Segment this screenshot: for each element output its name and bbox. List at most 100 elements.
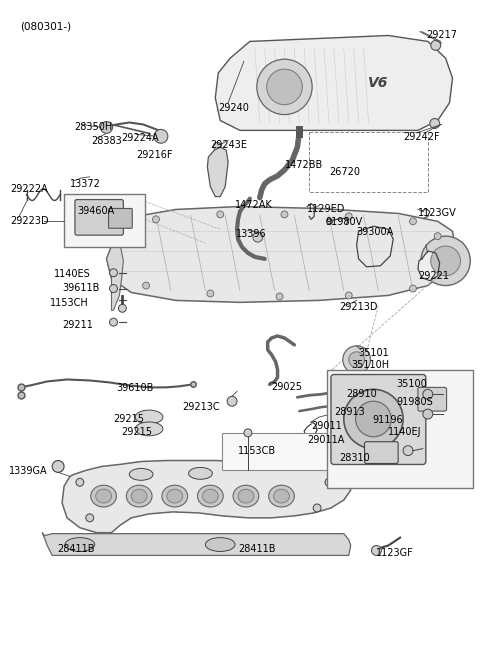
Ellipse shape — [96, 489, 111, 503]
Polygon shape — [107, 206, 456, 303]
Text: 1472BB: 1472BB — [285, 160, 323, 170]
Ellipse shape — [274, 489, 289, 503]
FancyBboxPatch shape — [327, 369, 473, 488]
Text: 29216F: 29216F — [136, 150, 173, 160]
Ellipse shape — [91, 485, 117, 507]
Text: 28411B: 28411B — [238, 544, 276, 554]
Circle shape — [76, 478, 84, 486]
Polygon shape — [107, 241, 123, 310]
Text: 29215: 29215 — [113, 414, 144, 424]
FancyBboxPatch shape — [64, 194, 145, 247]
Circle shape — [344, 389, 403, 449]
Text: 29240: 29240 — [218, 103, 249, 113]
Polygon shape — [216, 35, 453, 130]
Circle shape — [372, 546, 381, 555]
Circle shape — [119, 305, 126, 312]
Ellipse shape — [135, 422, 163, 436]
Text: 39611B: 39611B — [62, 283, 99, 293]
Polygon shape — [418, 251, 440, 281]
Ellipse shape — [238, 489, 254, 503]
Circle shape — [143, 282, 150, 289]
Ellipse shape — [65, 538, 95, 552]
Text: 28383: 28383 — [92, 136, 122, 146]
Ellipse shape — [197, 485, 223, 507]
Circle shape — [227, 396, 237, 406]
Circle shape — [403, 446, 413, 456]
Text: 1123GV: 1123GV — [418, 208, 456, 218]
Circle shape — [207, 290, 214, 297]
Circle shape — [430, 118, 440, 128]
Circle shape — [421, 236, 470, 285]
Text: 28913: 28913 — [334, 407, 365, 417]
Circle shape — [86, 514, 94, 522]
Text: 29223D: 29223D — [11, 216, 49, 226]
FancyBboxPatch shape — [222, 433, 375, 470]
Circle shape — [257, 59, 312, 115]
Text: 29211: 29211 — [62, 320, 93, 330]
Text: (080301-): (080301-) — [21, 21, 72, 31]
Text: 29011A: 29011A — [307, 435, 345, 445]
Text: V6: V6 — [368, 76, 389, 90]
Circle shape — [276, 293, 283, 300]
Ellipse shape — [167, 489, 183, 503]
Text: 91196: 91196 — [372, 415, 403, 425]
Circle shape — [253, 232, 263, 242]
Ellipse shape — [129, 468, 153, 480]
Text: 29217: 29217 — [426, 29, 457, 39]
Text: 29025: 29025 — [272, 383, 302, 392]
Ellipse shape — [126, 485, 152, 507]
Circle shape — [345, 292, 352, 299]
Circle shape — [343, 346, 371, 373]
Text: 28350H: 28350H — [74, 122, 112, 132]
Ellipse shape — [131, 489, 147, 503]
Text: 26720: 26720 — [329, 167, 360, 177]
Text: 1153CB: 1153CB — [238, 446, 276, 456]
Text: 39460A: 39460A — [77, 206, 114, 216]
Polygon shape — [207, 147, 228, 196]
Text: 29011: 29011 — [311, 421, 342, 431]
Text: 29221: 29221 — [418, 271, 449, 281]
Text: 1339GA: 1339GA — [9, 466, 48, 476]
Circle shape — [109, 269, 118, 277]
Text: 28910: 28910 — [347, 389, 377, 399]
Circle shape — [356, 401, 391, 437]
Text: 91980S: 91980S — [396, 397, 433, 407]
Text: 39610B: 39610B — [117, 383, 154, 393]
Text: 35100: 35100 — [396, 379, 427, 389]
Circle shape — [431, 246, 460, 276]
Circle shape — [423, 389, 433, 399]
Text: 29215: 29215 — [121, 427, 152, 437]
Circle shape — [409, 285, 417, 292]
Polygon shape — [62, 460, 351, 532]
Text: 1140EJ: 1140EJ — [388, 427, 422, 437]
Ellipse shape — [135, 410, 163, 424]
Text: 13372: 13372 — [70, 179, 101, 189]
Text: 1153CH: 1153CH — [50, 299, 89, 309]
Circle shape — [345, 213, 352, 220]
Circle shape — [153, 216, 159, 223]
Text: 39300A: 39300A — [357, 227, 394, 237]
Circle shape — [423, 409, 433, 419]
Text: 1123GF: 1123GF — [376, 548, 414, 558]
Circle shape — [409, 218, 417, 224]
Circle shape — [154, 130, 168, 143]
Ellipse shape — [205, 538, 235, 552]
Text: 13396: 13396 — [236, 229, 267, 239]
Text: 29222A: 29222A — [11, 184, 48, 194]
Text: 29224A: 29224A — [121, 134, 159, 144]
Text: 35110H: 35110H — [352, 359, 390, 369]
Circle shape — [281, 211, 288, 218]
FancyBboxPatch shape — [364, 442, 398, 464]
Text: 29213D: 29213D — [339, 303, 377, 313]
Circle shape — [101, 122, 112, 134]
Ellipse shape — [189, 468, 212, 480]
FancyBboxPatch shape — [108, 208, 132, 228]
Circle shape — [213, 142, 221, 150]
FancyBboxPatch shape — [75, 200, 123, 235]
Text: 1140ES: 1140ES — [54, 269, 91, 279]
Circle shape — [313, 504, 321, 512]
Text: 91980V: 91980V — [325, 217, 362, 227]
Circle shape — [325, 478, 333, 486]
Text: 35101: 35101 — [359, 348, 389, 358]
Ellipse shape — [203, 489, 218, 503]
